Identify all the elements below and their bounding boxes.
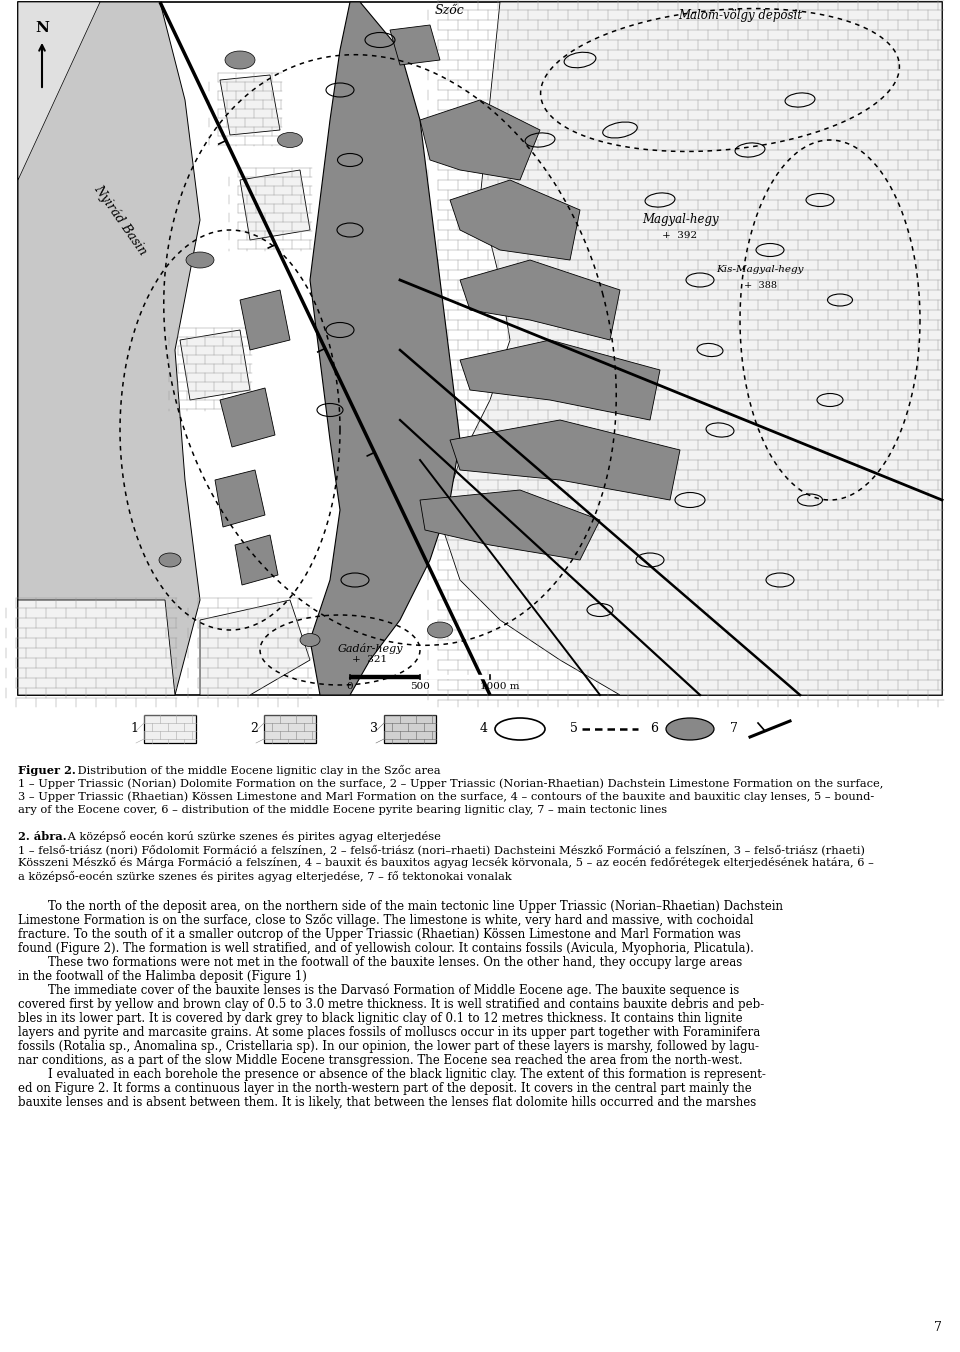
Text: 3 – Upper Triassic (Rhaetian) Kössen Limestone and Marl Formation on the surface: 3 – Upper Triassic (Rhaetian) Kössen Lim… [18, 791, 875, 802]
Text: ed on Figure 2. It forms a continuous layer in the north-western part of the dep: ed on Figure 2. It forms a continuous la… [18, 1082, 752, 1095]
Text: 2. ábra.: 2. ábra. [18, 831, 66, 842]
Text: 7: 7 [934, 1321, 942, 1334]
Polygon shape [200, 600, 310, 695]
Polygon shape [390, 24, 440, 65]
Polygon shape [460, 339, 660, 420]
Ellipse shape [159, 553, 181, 566]
Ellipse shape [277, 132, 302, 147]
Polygon shape [440, 1, 942, 695]
Ellipse shape [666, 718, 714, 740]
Text: fossils (Rotalia sp., Anomalina sp., Cristellaria sp). In our opinion, the lower: fossils (Rotalia sp., Anomalina sp., Cri… [18, 1040, 759, 1053]
Bar [264, 715, 316, 744]
Text: a középső-eocén szürke szenes és pirites agyag elterjedése, 7 – fő tektonokai vo: a középső-eocén szürke szenes és pirites… [18, 871, 512, 882]
Text: fracture. To the south of it a smaller outcrop of the Upper Triassic (Rhaetian) : fracture. To the south of it a smaller o… [18, 927, 741, 941]
Polygon shape [220, 74, 280, 135]
Polygon shape [18, 600, 175, 695]
Text: 500: 500 [410, 681, 430, 691]
Polygon shape [460, 260, 620, 339]
Polygon shape [180, 330, 250, 400]
Text: covered first by yellow and brown clay of 0.5 to 3.0 metre thickness. It is well: covered first by yellow and brown clay o… [18, 998, 764, 1011]
Polygon shape [450, 180, 580, 260]
Text: 4: 4 [480, 722, 488, 735]
Text: in the footwall of the Halimba deposit (Figure 1): in the footwall of the Halimba deposit (… [18, 969, 307, 983]
Text: found (Figure 2). The formation is well stratified, and of yellowish colour. It : found (Figure 2). The formation is well … [18, 941, 754, 955]
Text: These two formations were not met in the footwall of the bauxite lenses. On the : These two formations were not met in the… [18, 956, 742, 968]
Text: bauxite lenses and is absent between them. It is likely, that between the lenses: bauxite lenses and is absent between the… [18, 1095, 756, 1109]
Bar [384, 715, 436, 744]
Text: Gadár-hegy: Gadár-hegy [337, 642, 403, 653]
Bar [144, 715, 196, 744]
Text: To the north of the deposit area, on the northern side of the main tectonic line: To the north of the deposit area, on the… [18, 899, 783, 913]
Text: Kösszeni Mészkő és Márga Formáció a felszínen, 4 – bauxit és bauxitos agyag lecs: Kösszeni Mészkő és Márga Formáció a fels… [18, 857, 874, 868]
Text: 0: 0 [347, 681, 353, 691]
Text: nar conditions, as a part of the slow Middle Eocene transgression. The Eocene se: nar conditions, as a part of the slow Mi… [18, 1053, 743, 1067]
Polygon shape [215, 470, 265, 527]
Text: Magyal-hegy: Magyal-hegy [641, 214, 718, 227]
Polygon shape [310, 1, 460, 695]
Ellipse shape [186, 251, 214, 268]
Text: +  392: + 392 [662, 230, 698, 239]
Text: 6: 6 [650, 722, 658, 735]
Text: +  321: + 321 [352, 656, 388, 664]
Polygon shape [235, 535, 278, 585]
Text: 2: 2 [251, 722, 258, 735]
Text: 7: 7 [731, 722, 738, 735]
Text: ary of the Eocene cover, 6 – distribution of the middle Eocene pyrite bearing li: ary of the Eocene cover, 6 – distributio… [18, 804, 667, 815]
Text: Szőc: Szőc [435, 4, 465, 16]
Text: +  388: + 388 [743, 280, 777, 289]
Text: 1: 1 [130, 722, 138, 735]
Text: bles in its lower part. It is covered by dark grey to black lignitic clay of 0.1: bles in its lower part. It is covered by… [18, 1011, 743, 1025]
Text: Kis-Magyal-hegy: Kis-Magyal-hegy [716, 265, 804, 274]
Bar [18, 1, 942, 695]
Text: 1 – Upper Triassic (Norian) Dolomite Formation on the surface, 2 – Upper Triassi: 1 – Upper Triassic (Norian) Dolomite For… [18, 779, 883, 788]
Polygon shape [18, 1, 200, 695]
Text: The immediate cover of the bauxite lenses is the Darvasó Formation of Middle Eoc: The immediate cover of the bauxite lense… [18, 984, 739, 998]
Polygon shape [420, 489, 600, 560]
Polygon shape [240, 170, 310, 241]
Polygon shape [420, 100, 540, 180]
Ellipse shape [427, 622, 452, 638]
Polygon shape [240, 289, 290, 350]
Text: 5: 5 [570, 722, 578, 735]
Text: 1 – felső-triász (nori) Fődolomit Formáció a felszínen, 2 – felső-triász (nori–r: 1 – felső-triász (nori) Fődolomit Formác… [18, 844, 865, 854]
Text: Figuer 2.: Figuer 2. [18, 765, 76, 776]
Text: I evaluated in each borehole the presence or absence of the black lignitic clay.: I evaluated in each borehole the presenc… [18, 1068, 766, 1080]
Text: Malom-völgy deposit: Malom-völgy deposit [678, 8, 802, 22]
Polygon shape [18, 1, 100, 180]
Text: 3: 3 [370, 722, 378, 735]
Ellipse shape [225, 51, 255, 69]
Text: A középső eocén korú szürke szenes és pirites agyag elterjedése: A középső eocén korú szürke szenes és pi… [64, 831, 441, 842]
Text: Limestone Formation is on the surface, close to Szőc village. The limestone is w: Limestone Formation is on the surface, c… [18, 914, 754, 927]
Text: 1000 m: 1000 m [480, 681, 519, 691]
Text: N: N [36, 22, 49, 35]
Text: Distribution of the middle Eocene lignitic clay in the Szőc area: Distribution of the middle Eocene lignit… [74, 765, 441, 776]
Polygon shape [220, 388, 275, 448]
Polygon shape [450, 420, 680, 500]
Text: Nyirád Basin: Nyirád Basin [91, 183, 149, 258]
Ellipse shape [300, 634, 320, 646]
Text: layers and pyrite and marcasite grains. At some places fossils of molluscs occur: layers and pyrite and marcasite grains. … [18, 1026, 760, 1038]
